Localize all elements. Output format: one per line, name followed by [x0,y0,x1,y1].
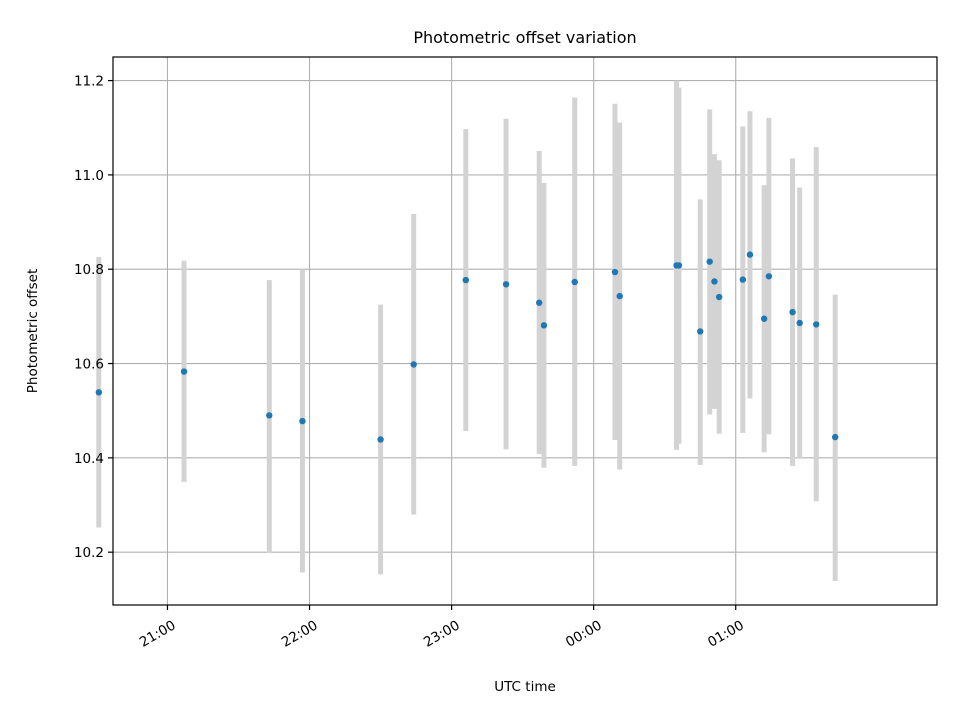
data-point [746,251,754,258]
data-point [796,319,803,327]
data-point [675,262,683,269]
data-point [711,278,718,285]
chart-title: Photometric offset variation [413,28,636,47]
y-tick-label: 10.4 [74,451,104,467]
x-tick-label: 01:00 [705,617,747,650]
y-tick-label: 11.2 [74,74,104,90]
data-point [571,278,578,286]
error-bars [96,80,838,581]
x-tick-label: 21:00 [137,617,179,650]
data-point [611,268,619,276]
plot-frame [112,56,938,606]
data-points [95,251,839,443]
data-point [502,281,510,288]
x-axis-label: UTC time [494,679,556,695]
data-point [462,276,470,284]
data-point [299,417,306,425]
y-tick-label: 10.8 [74,262,104,278]
y-axis-label: Photometric offset [25,269,41,393]
y-tick-label: 11.0 [74,168,104,184]
data-point [715,293,723,301]
data-point [789,308,796,316]
data-point [377,436,384,443]
data-point [765,273,773,280]
data-point [95,389,102,396]
data-point [813,321,820,328]
data-point [706,258,713,265]
data-point [536,299,543,306]
grid-layer [113,57,937,605]
data-point [410,361,417,368]
y-tick-label: 10.2 [74,545,104,561]
x-tick-label: 22:00 [279,617,321,650]
x-tick-label: 23:00 [421,617,463,650]
x-tick-label: 00:00 [563,617,605,650]
axis-ticks: 21:00 22:00 23:00 00:00 01:00 10.2 10.4 10.6 10.… [74,74,747,651]
data-point [616,292,623,300]
data-point [760,315,768,322]
data-point [697,328,704,335]
data-point [739,276,747,283]
data-point [180,368,188,375]
data-point [266,412,273,419]
y-tick-label: 10.6 [74,357,104,373]
data-point [831,433,839,441]
data-point [540,322,548,329]
